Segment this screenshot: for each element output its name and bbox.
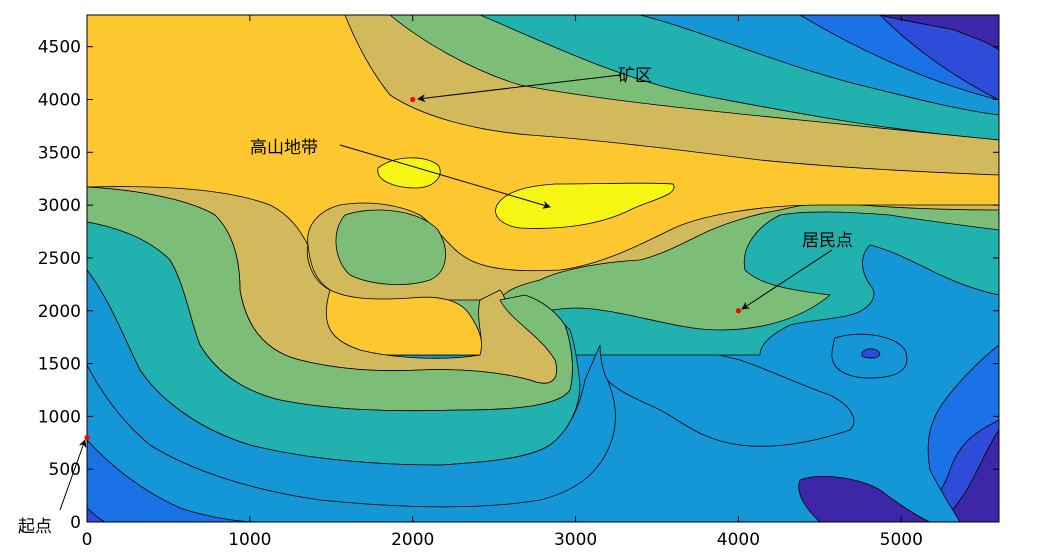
- y-tick-label: 3000: [38, 196, 81, 216]
- annotation-label-residential: 居民点: [802, 231, 853, 251]
- y-tick-label: 4000: [38, 91, 81, 111]
- y-tick-label: 4500: [38, 38, 81, 58]
- y-tick-label: 1000: [38, 407, 81, 427]
- plot-frame: [86, 14, 1000, 523]
- contour-island-level-6: [335, 209, 446, 285]
- annotation-arrow-mine: [417, 74, 621, 103]
- x-tick-label: 1000: [228, 530, 271, 550]
- annotation-arrow-highland: [339, 144, 551, 209]
- contour-island-level-9-a: [377, 157, 441, 189]
- x-tick-label: 0: [82, 530, 93, 550]
- y-tick-label: 3500: [38, 143, 81, 163]
- x-tick-label: 4000: [717, 530, 760, 550]
- marker-layer: [84, 96, 742, 441]
- annotation-label-highland: 高山地带: [250, 138, 318, 158]
- point-marker: [84, 434, 90, 441]
- y-tick-label: 2500: [38, 249, 81, 269]
- y-tick-label: 1500: [38, 355, 81, 375]
- contour-band-level-4-lower: [87, 269, 616, 508]
- contour-island-level-9-b: [495, 182, 675, 229]
- x-tick-label: 5000: [880, 530, 923, 550]
- y-tick-label: 0: [70, 513, 81, 533]
- x-tick-label: 3000: [554, 530, 597, 550]
- x-tick-label: 2000: [391, 530, 434, 550]
- annotation-label-start: 起点: [18, 517, 52, 537]
- contour-band-level-1-bottom: [798, 475, 931, 522]
- y-tick-label: 500: [49, 460, 81, 480]
- annotation-arrow-start: [59, 439, 87, 511]
- point-marker: [410, 96, 416, 103]
- y-axis: 0 500 1000 1500 2000 2500 3000 3500 4000 4500: [38, 38, 999, 533]
- annotation-arrow-residential: [741, 249, 833, 310]
- x-axis: 0 1000 2000 3000 4000 5000: [82, 15, 923, 550]
- point-marker: [735, 308, 742, 314]
- contour-island-level-2: [861, 348, 881, 359]
- y-tick-label: 2000: [38, 302, 81, 322]
- contour-band-level-2-lower: [87, 507, 106, 522]
- contour-fill-group: [87, 15, 999, 522]
- annotation-label-mine: 矿区: [618, 66, 652, 86]
